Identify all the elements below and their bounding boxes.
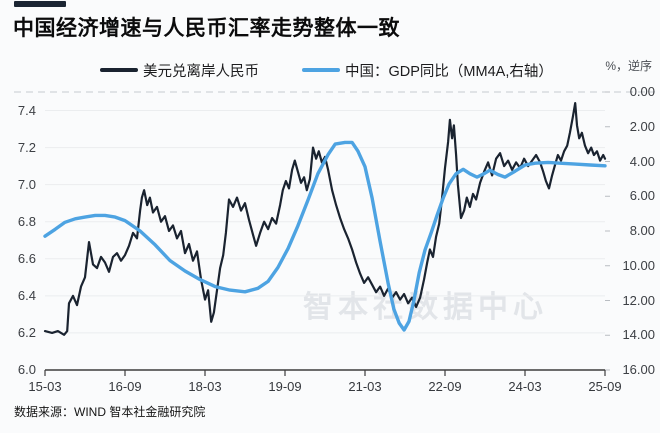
x-axis-tick-label: 24-03 <box>508 379 542 394</box>
right-axis-tick-label: 14.00 <box>622 327 655 343</box>
right-axis-tick-label: 0.00 <box>629 84 655 99</box>
x-axis-tick-label: 19-09 <box>268 379 302 394</box>
x-axis-tick-label: 15-03 <box>28 379 62 394</box>
x-axis-tick-label: 25-09 <box>588 379 622 394</box>
right-axis-tick-label: 8.00 <box>629 223 655 238</box>
right-axis-tick-label: 12.00 <box>622 292 655 308</box>
left-axis-tick-label: 6.0 <box>17 362 36 377</box>
right-axis-unit-note: %，逆序 <box>605 59 652 73</box>
left-axis-tick-label: 6.2 <box>17 324 36 340</box>
left-axis-tick-label: 7.0 <box>17 176 36 192</box>
legend-item-usdcnh: 美元兑离岸人民币 <box>100 62 259 80</box>
left-axis-tick-label: 6.4 <box>17 287 36 303</box>
legend-item-gdp: 中国：GDP同比（MM4A,右轴） <box>302 62 553 80</box>
watermark: 智本社数据中心 <box>303 291 548 324</box>
right-axis-tick-label: 4.00 <box>629 153 655 169</box>
x-axis-tick-label: 21-03 <box>348 379 382 394</box>
x-axis-tick-label: 18-03 <box>188 379 222 394</box>
left-axis-tick-label: 6.8 <box>17 213 36 229</box>
left-axis-tick-label: 7.4 <box>17 102 36 118</box>
legend-line-swatch-dark <box>100 68 138 72</box>
legend-label: 中国：GDP同比（MM4A,右轴） <box>345 63 553 80</box>
legend-line-swatch-blue <box>302 68 340 72</box>
title-accent-bar <box>14 1 66 7</box>
legend-label: 美元兑离岸人民币 <box>143 63 259 80</box>
left-axis-tick-label: 6.6 <box>17 250 36 266</box>
left-axis-tick-label: 7.2 <box>17 139 36 155</box>
right-axis-tick-label: 6.00 <box>629 188 655 204</box>
right-axis-tick-label: 16.00 <box>622 362 655 377</box>
chart-title: 中国经济增速与人民币汇率走势整体一致 <box>13 17 400 40</box>
x-axis-tick-label: 22-09 <box>428 379 462 394</box>
right-axis-tick-label: 10.00 <box>622 257 655 273</box>
right-axis-tick-label: 2.00 <box>629 118 655 134</box>
x-axis-tick-label: 16-09 <box>108 379 142 394</box>
data-source-note: 数据来源：WIND 智本社金融研究院 <box>14 405 206 419</box>
